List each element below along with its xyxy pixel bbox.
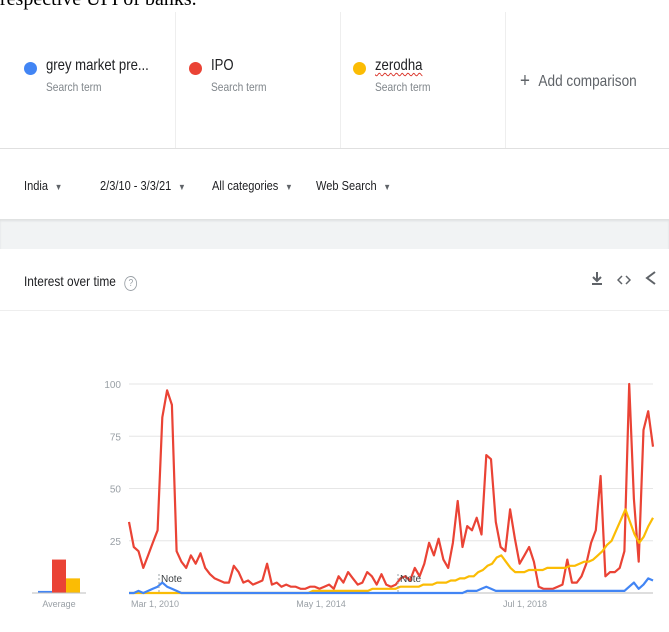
- region-dropdown[interactable]: India ▼: [24, 178, 62, 193]
- average-label: Average: [42, 599, 75, 609]
- y-tick-label: 100: [104, 380, 121, 391]
- series-line-zerodha: [129, 508, 654, 595]
- download-icon[interactable]: [591, 272, 607, 290]
- divider: [0, 310, 669, 311]
- average-bar: [38, 590, 52, 593]
- chart-tools: [581, 270, 657, 290]
- term-name: IPO: [211, 57, 234, 74]
- series-line-ipo: [127, 382, 655, 590]
- caret-down-icon: ▼: [285, 182, 293, 192]
- plus-icon: +: [520, 70, 530, 92]
- add-comparison-label: Add comparison: [538, 73, 637, 90]
- x-tick-label: Mar 1, 2010: [131, 599, 179, 609]
- date-range-value: 2/3/10 - 3/3/21: [100, 178, 172, 193]
- category-dropdown[interactable]: All categories ▼: [212, 178, 293, 193]
- term-name: grey market pre...: [46, 57, 149, 74]
- series-color-dot: [353, 62, 366, 75]
- y-tick-label: 50: [110, 485, 122, 496]
- average-bar: [66, 578, 80, 593]
- interest-over-time-chart: 100 75 50 25 Average Mar 1, 2010 May 1, 2014…: [32, 380, 655, 609]
- x-tick-label: May 1, 2014: [296, 599, 346, 609]
- x-tick-label: Jul 1, 2018: [503, 599, 547, 609]
- term-subtitle: Search term: [46, 80, 102, 94]
- series-line-grey-market-pre: [129, 577, 654, 595]
- section-title: Interest over time?: [24, 273, 138, 291]
- section-separator: [0, 219, 669, 249]
- search-type-dropdown[interactable]: Web Search ▼: [316, 178, 391, 193]
- search-terms-bar: grey market pre... Search term IPO Searc…: [0, 12, 669, 148]
- y-tick-label: 25: [110, 537, 122, 548]
- divider: [0, 148, 669, 149]
- series-color-dot: [24, 62, 37, 75]
- help-circle-icon[interactable]: ?: [124, 276, 138, 291]
- average-bar: [52, 559, 66, 593]
- add-comparison-button[interactable]: + Add comparison: [520, 70, 637, 93]
- category-value: All categories: [212, 178, 279, 193]
- date-range-dropdown[interactable]: 2/3/10 - 3/3/21 ▼: [100, 178, 186, 193]
- series-color-dot: [189, 62, 202, 75]
- term-subtitle: Search term: [211, 80, 267, 94]
- filter-bar: India ▼ 2/3/10 - 3/3/21 ▼ All categories ▼ …: [0, 166, 669, 206]
- term-card-zerodha[interactable]: zerodha Search term: [340, 12, 506, 148]
- add-comparison-area: [505, 12, 669, 148]
- embed-icon[interactable]: [616, 273, 635, 290]
- term-card-grey-market[interactable]: grey market pre... Search term: [0, 12, 175, 148]
- caret-down-icon: ▼: [178, 182, 186, 192]
- term-subtitle: Search term: [375, 80, 431, 94]
- term-card-ipo[interactable]: IPO Search term: [175, 12, 341, 148]
- note-label[interactable]: Note: [400, 574, 422, 585]
- note-label[interactable]: Note: [161, 574, 183, 585]
- document-caption: respective UPI of banks.: [0, 0, 197, 11]
- share-icon[interactable]: [645, 271, 657, 290]
- search-type-value: Web Search: [316, 178, 377, 193]
- term-name: zerodha: [375, 57, 423, 74]
- caret-down-icon: ▼: [383, 182, 391, 192]
- y-tick-label: 75: [110, 432, 122, 443]
- section-title-label: Interest over time: [24, 273, 116, 289]
- region-value: India: [24, 178, 48, 193]
- caret-down-icon: ▼: [54, 182, 63, 192]
